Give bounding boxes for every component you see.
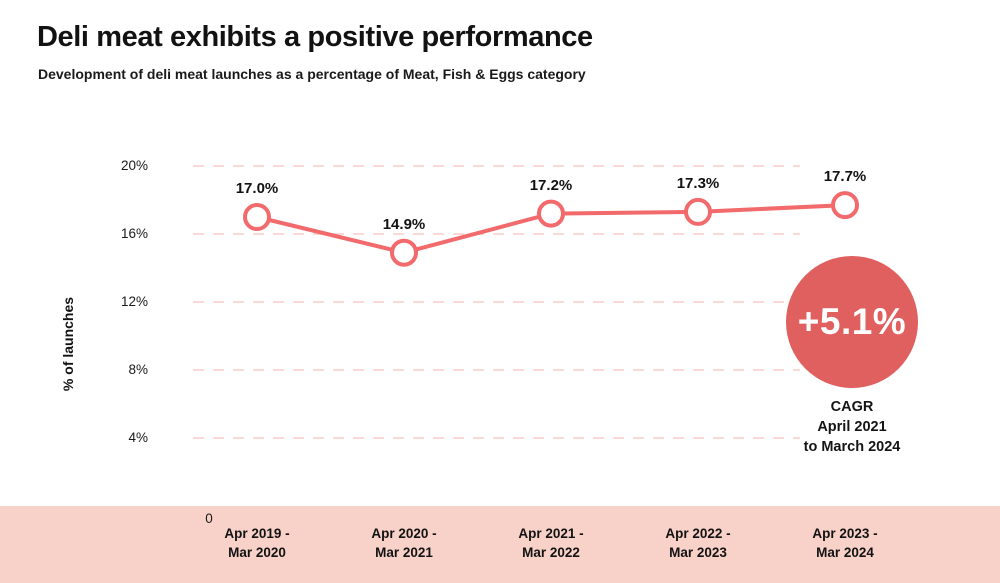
data-point-label: 17.2% [529,176,573,194]
x-axis-label: Apr 2022 - Mar 2023 [665,526,731,560]
data-point-label: 17.0% [235,180,279,197]
chart-subtitle: Development of deli meat launches as a p… [38,66,586,82]
y-axis-origin-label: 0 [205,511,213,526]
x-axis-label: Apr 2019 - Mar 2020 [224,526,290,560]
y-axis-tick-label: 4% [128,430,148,445]
data-point-marker [684,197,712,226]
cagr-caption: CAGR April 2021 to March 2024 [803,399,901,455]
x-axis-label: Apr 2023 - Mar 2024 [812,526,878,560]
x-axis-label: Apr 2021 - Mar 2022 [518,526,584,560]
data-point-marker [831,191,859,220]
y-axis-tick-label: 16% [120,226,148,241]
y-axis-tick-label: 20% [120,158,148,173]
data-point-marker [537,199,565,228]
data-point-marker [243,203,271,231]
chart-title: Deli meat exhibits a positive performanc… [37,21,593,53]
data-point-label: 17.3% [676,174,720,192]
y-axis-tick-label: 8% [128,362,148,377]
x-axis-label: Apr 2020 - Mar 2021 [371,526,437,560]
y-axis-tick-label: 12% [120,294,148,309]
x-axis-band [0,506,1000,583]
data-point-marker [390,238,418,267]
cagr-badge: +5.1% [786,256,918,388]
data-point-label: 17.7% [823,168,867,186]
data-point-label: 14.9% [382,215,426,233]
